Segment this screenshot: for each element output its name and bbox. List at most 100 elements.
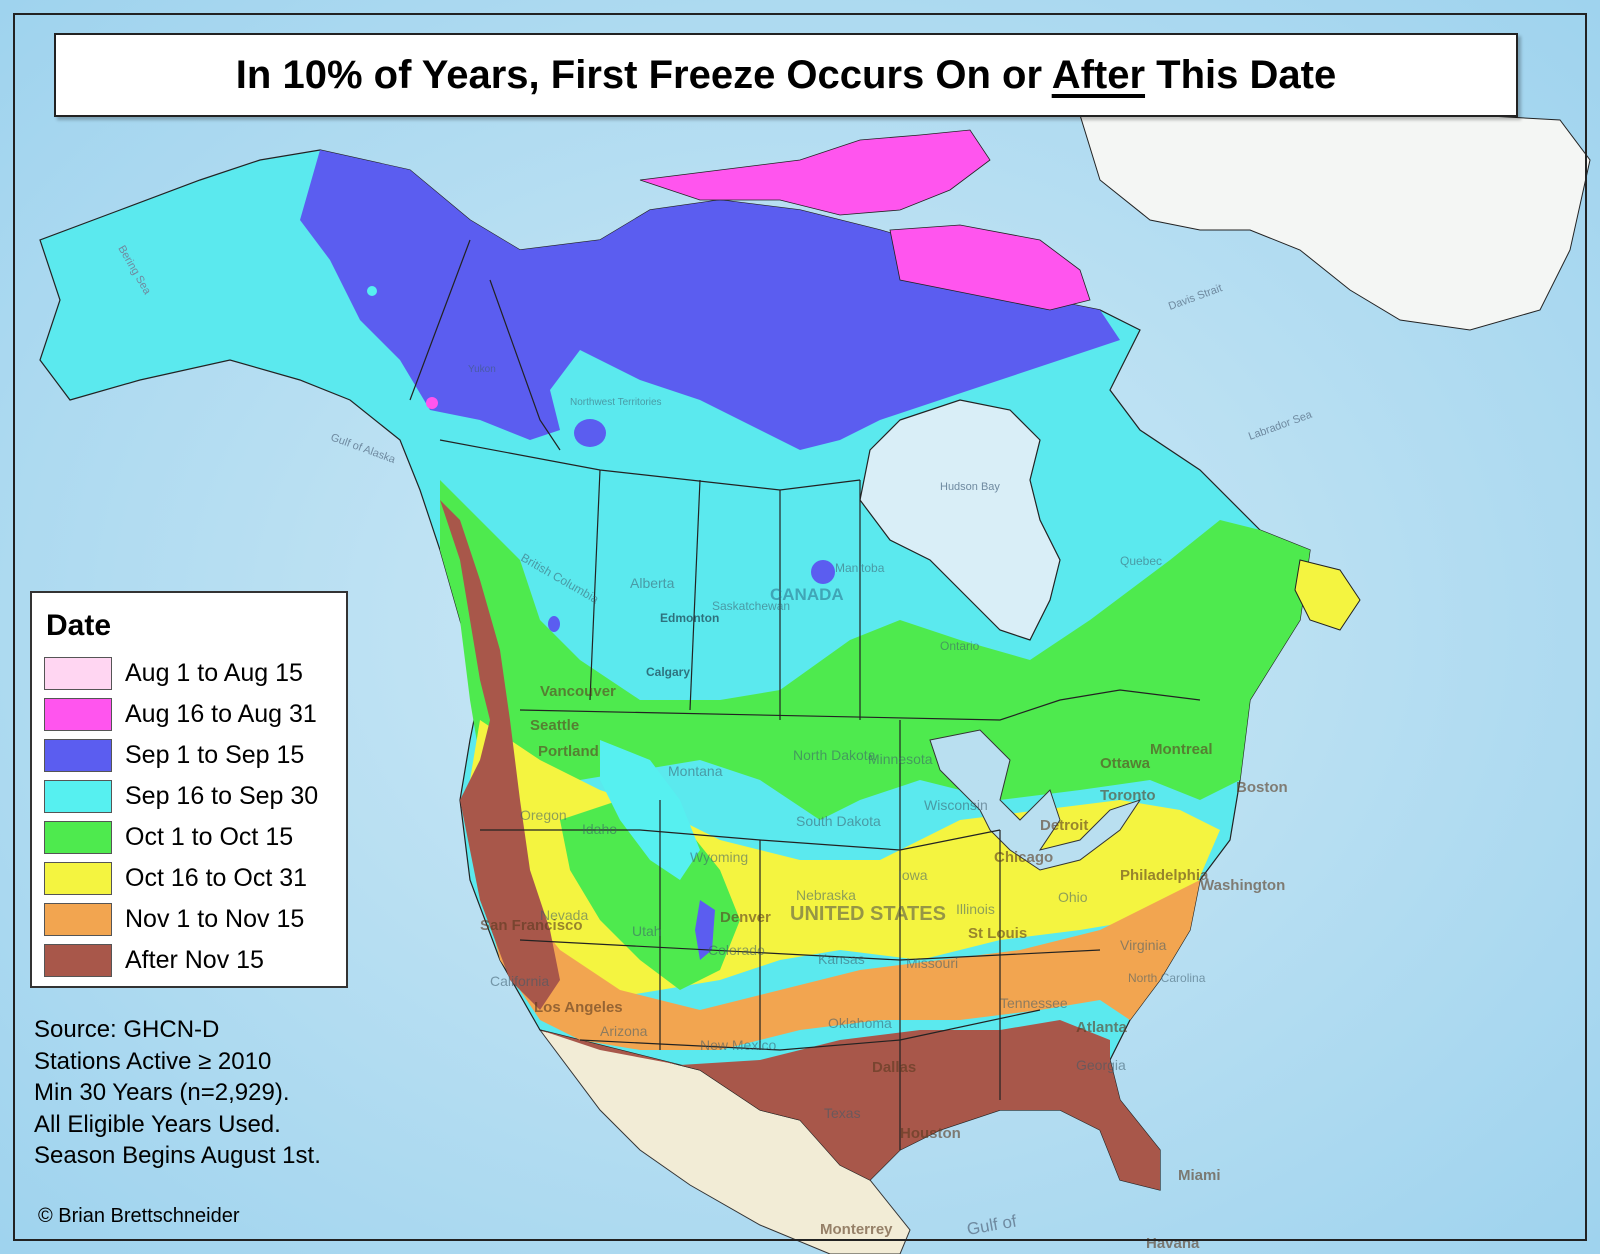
legend-item: Nov 1 to Nov 15 [44,899,346,940]
source-line: Stations Active ≥ 2010 [34,1047,272,1075]
label-edmonton: Edmonton [660,611,719,625]
zone-sep1-15-north [300,150,1120,450]
source-line: Min 30 Years (n=2,929). [34,1079,290,1106]
source-note: Source: GHCN-D Stations Active ≥ 2010 Mi… [34,1014,321,1172]
label-northwest-territories: Northwest Territories [570,397,662,408]
legend-item: Aug 16 to Aug 31 [44,694,346,735]
label-havana: Havana [1146,1235,1200,1252]
legend-label: Sep 16 to Sep 30 [125,782,319,810]
title-prefix: In 10% of Years, First Freeze Occurs On … [235,52,1052,97]
zone-oct1-15 [440,480,1310,820]
label-atlanta: Atlanta [1076,1019,1127,1036]
label-nebraska: Nebraska [796,887,856,903]
label-yukon: Yukon [468,364,496,375]
label-virginia: Virginia [1120,937,1167,953]
legend-label: Aug 16 to Aug 31 [125,700,317,728]
hudson-bay [859,399,1061,641]
label-united-states: UNITED STATES [790,903,946,925]
legend: Date Aug 1 to Aug 15 Aug 16 to Aug 31 Se… [30,591,348,988]
label-nevada: Nevada [540,907,588,923]
label-ottawa: Ottawa [1100,755,1151,772]
zone-after-nov15-coast [440,500,560,1010]
label-georgia: Georgia [1076,1057,1126,1073]
label-toronto: Toronto [1100,787,1156,804]
legend-title: Date [46,609,112,642]
label-new-mexico: New Mexico [700,1037,776,1053]
label-north-dakota: North Dakota [793,747,876,763]
legend-item: Aug 1 to Aug 15 [44,653,346,694]
zone-nov1-15 [470,780,1200,1050]
label-detroit: Detroit [1040,817,1088,834]
greenland [1079,111,1591,331]
label-dallas: Dallas [872,1059,916,1076]
legend-item: Sep 1 to Sep 15 [44,735,346,776]
label-st-louis: St Louis [968,925,1027,942]
lake-spot [548,616,560,632]
label-denver: Denver [720,909,771,926]
label-idaho: Idaho [582,821,617,837]
label-illinois: Illinois [956,901,995,917]
label-alberta: Alberta [630,575,675,591]
label-portland: Portland [538,743,599,760]
source-line: All Eligible Years Used. [34,1110,281,1138]
lake-spot [426,397,438,409]
legend-swatch [44,821,112,854]
legend-swatch [44,739,112,772]
legend-swatch [44,698,112,731]
label-south-dakota: South Dakota [796,813,881,829]
label-texas: Texas [824,1105,861,1121]
label-wyoming: Wyoming [690,849,748,865]
lake-spot [367,286,377,296]
map-title: In 10% of Years, First Freeze Occurs On … [236,53,1336,98]
label-boston: Boston [1236,779,1288,796]
title-emphasis: After [1051,52,1146,97]
legend-label: Nov 1 to Nov 15 [125,905,305,933]
label-california: California [490,973,549,989]
legend-label: Aug 1 to Aug 15 [125,659,303,687]
label-saskatchewan: Saskatchewan [712,599,790,613]
label-arizona: Arizona [600,1023,648,1039]
legend-swatch [44,657,112,690]
label-vancouver: Vancouver [540,683,616,700]
label-missouri: Missouri [906,955,958,971]
newfoundland [1294,559,1361,631]
label-hudson-bay: Hudson Bay [940,481,1000,493]
label-manitoba: Manitoba [835,561,885,575]
label-chicago: Chicago [994,849,1053,866]
source-line: Season Begins August 1st. [34,1142,321,1169]
label-oklahoma: Oklahoma [828,1015,892,1031]
zone-after-nov15-south [540,1020,1160,1190]
label-philadelphia: Philadelphia [1120,867,1209,884]
label-wisconsin: Wisconsin [924,797,988,813]
legend-item: Sep 16 to Sep 30 [44,776,346,817]
source-line: Source: GHCN-D [34,1016,220,1043]
legend-swatch [44,780,112,813]
label-monterrey: Monterrey [820,1221,893,1238]
label-montana: Montana [668,763,723,779]
label-los-angeles: Los Angeles [534,999,623,1016]
label-quebec: Quebec [1120,554,1162,568]
label-washington: Washington [1200,877,1285,894]
label-minnesota: Minnesota [868,751,933,767]
legend-swatch [44,862,112,895]
lake-spot [811,560,835,584]
legend-label: Oct 16 to Oct 31 [125,864,308,892]
legend-label: Oct 1 to Oct 15 [125,823,294,851]
great-lakes [929,729,1142,871]
label-ontario: Ontario [940,639,980,653]
copyright-credit: © Brian Brettschneider [38,1205,240,1227]
zone-rockies-purple [695,900,715,960]
boundaries [409,239,1201,1150]
label-houston: Houston [900,1125,961,1142]
title-box: In 10% of Years, First Freeze Occurs On … [54,33,1518,117]
legend-item: Oct 16 to Oct 31 [44,858,346,899]
label-seattle: Seattle [530,717,579,734]
label-calgary: Calgary [646,665,690,679]
label-colorado: Colorado [708,942,765,958]
label-utah: Utah [632,923,662,939]
label-canada: CANADA [770,585,844,604]
legend-item: After Nov 15 [44,940,346,981]
title-suffix: This Date [1145,52,1337,97]
label-oregon: Oregon [520,807,567,823]
